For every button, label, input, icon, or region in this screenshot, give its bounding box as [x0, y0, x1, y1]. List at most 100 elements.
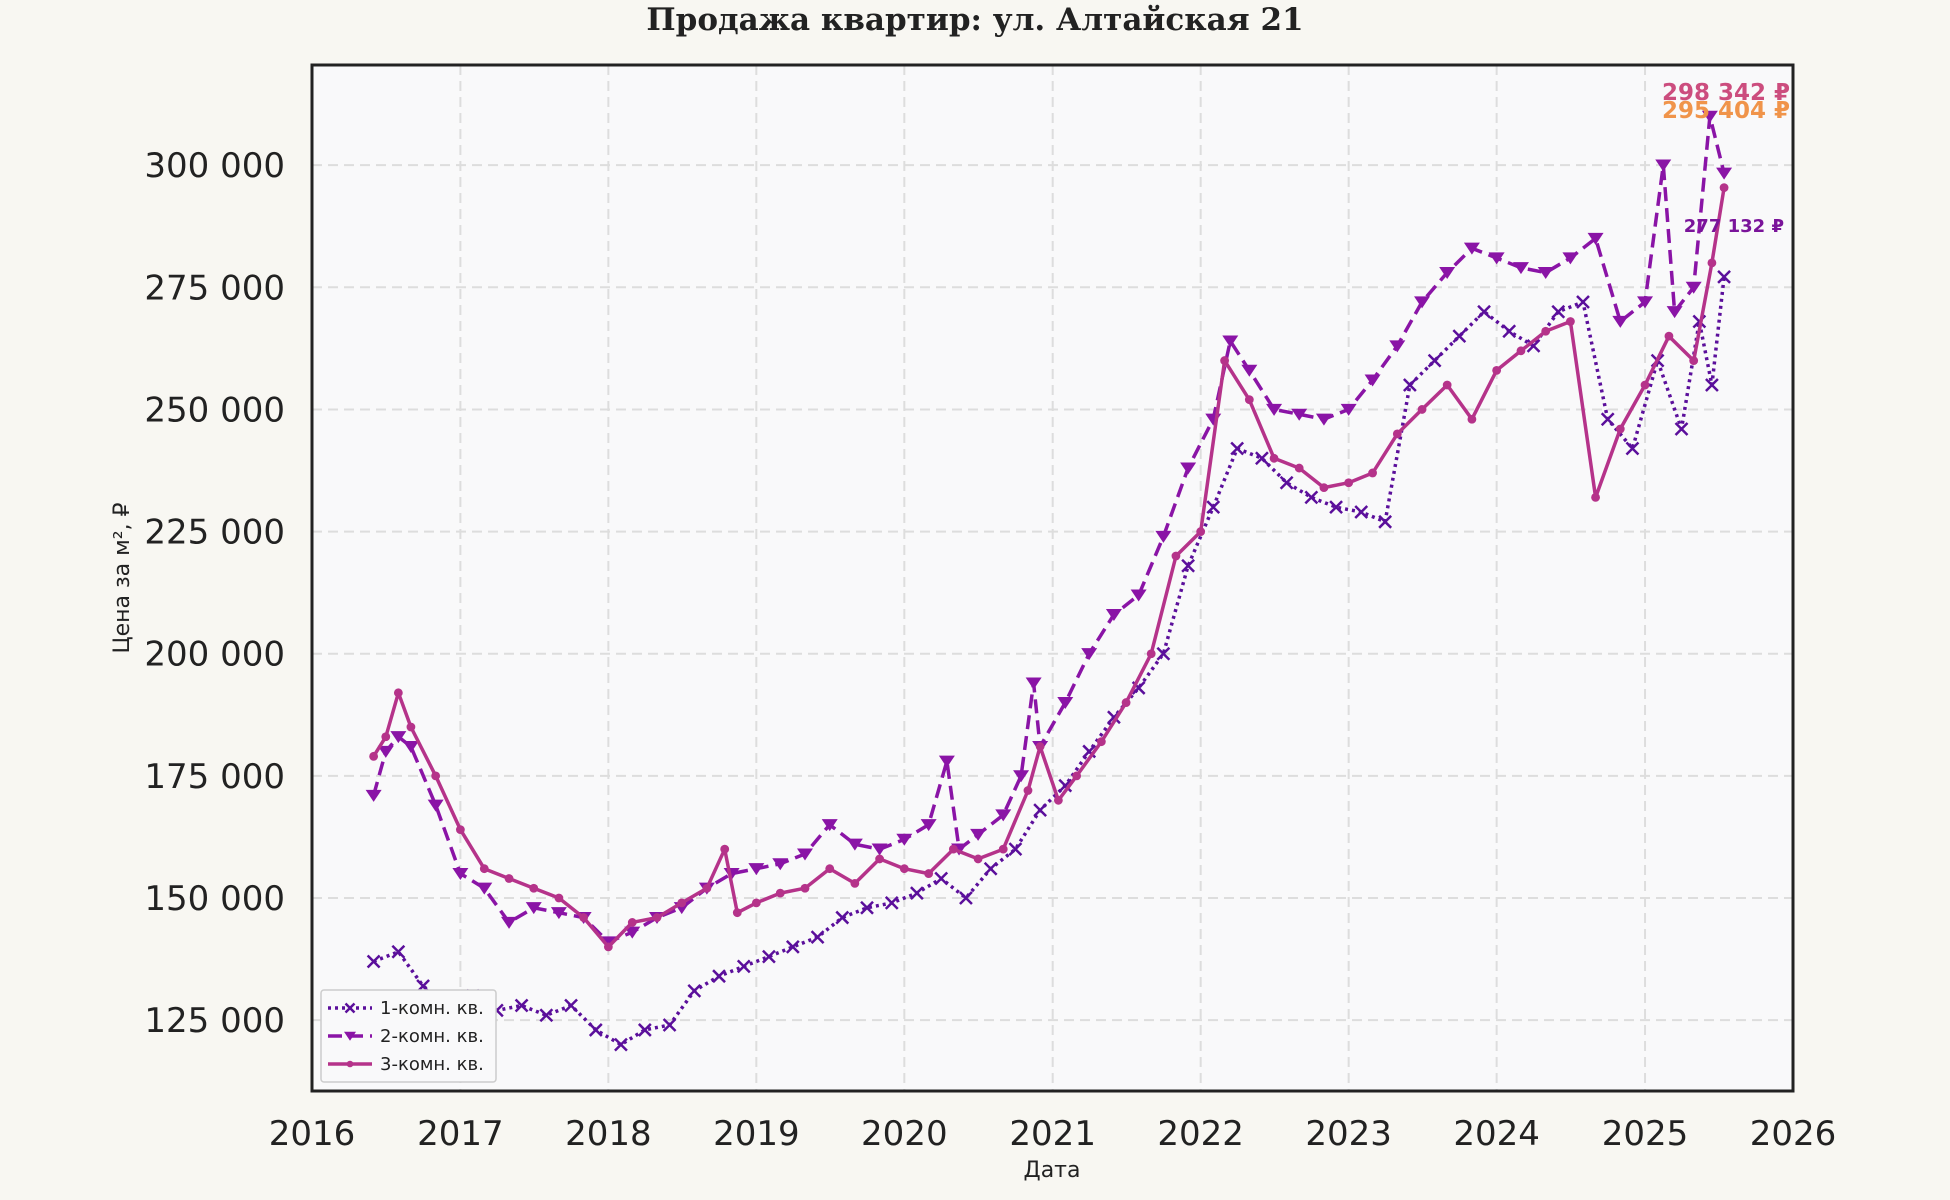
- data-point: [1477, 304, 1491, 319]
- data-point: [1033, 803, 1048, 817]
- data-point: [1442, 380, 1452, 390]
- end-labels: 277 132 ₽ 298 342 ₽295 404 ₽: [1662, 80, 1790, 237]
- data-point: [938, 755, 955, 768]
- data-point: [452, 867, 469, 880]
- data-point: [846, 838, 863, 851]
- chart-title: Продажа квартир: ул. Алтайская 21: [646, 2, 1303, 38]
- y-tick-label: 150 000: [144, 879, 285, 919]
- data-point: [1181, 558, 1195, 573]
- data-point: [875, 854, 884, 864]
- data-point: [1640, 380, 1650, 390]
- data-point: [1025, 677, 1042, 690]
- data-point: [1378, 514, 1393, 529]
- data-point: [1058, 778, 1073, 793]
- data-point: [785, 939, 800, 954]
- data-point: [1719, 183, 1729, 193]
- legend-label: 1-комн. кв.: [380, 998, 484, 1019]
- data-point: [390, 731, 407, 744]
- end-value-label: 298 342 ₽: [1662, 80, 1790, 106]
- end-value-label: 277 132 ₽: [1684, 216, 1784, 237]
- data-point: [1551, 304, 1566, 319]
- y-tick-label: 225 000: [144, 513, 285, 553]
- data-point: [1072, 771, 1082, 781]
- data-point: [1344, 478, 1354, 488]
- data-point: [1674, 422, 1689, 436]
- data-point: [1255, 451, 1269, 466]
- x-tick-label: 2022: [1157, 1114, 1244, 1154]
- data-point: [924, 869, 934, 878]
- data-point: [402, 740, 419, 753]
- data-point: [732, 908, 742, 918]
- data-point: [614, 1037, 628, 1052]
- data-point: [1130, 589, 1147, 602]
- y-axis-label: Цена за м², ₽: [110, 502, 135, 653]
- data-point: [344, 1031, 356, 1041]
- data-point: [884, 896, 899, 910]
- data-point: [624, 926, 641, 939]
- data-point: [948, 844, 958, 854]
- data-point: [1220, 356, 1230, 365]
- data-point: [1439, 267, 1456, 280]
- data-point: [539, 1008, 554, 1023]
- data-point: [1625, 441, 1640, 456]
- plot-frame: [310, 63, 1795, 1093]
- data-point: [720, 844, 730, 854]
- data-point: [1512, 262, 1529, 275]
- data-point: [1354, 505, 1369, 519]
- data-point: [1537, 267, 1554, 280]
- data-point: [1615, 424, 1625, 434]
- data-point: [821, 819, 838, 832]
- data-point: [1566, 317, 1575, 326]
- data-point: [970, 828, 987, 841]
- data-point: [1717, 270, 1731, 284]
- data-point: [1304, 490, 1319, 505]
- legend-item: 2-комн. кв.: [328, 1026, 484, 1047]
- data-point: [550, 907, 567, 920]
- x-tick-label: 2016: [269, 1114, 356, 1154]
- data-point: [1685, 281, 1702, 294]
- data-point: [1269, 453, 1279, 463]
- data-point: [365, 789, 382, 802]
- data-point: [1591, 492, 1600, 502]
- data-point: [1294, 463, 1304, 473]
- data-point: [1096, 737, 1106, 747]
- x-axis-label: Дата: [1024, 1158, 1081, 1183]
- end-value-label: 295 404 ₽: [1662, 98, 1790, 124]
- data-point: [381, 732, 391, 742]
- data-point: [1196, 527, 1206, 536]
- data-point: [525, 902, 542, 915]
- y-tick-label: 275 000: [144, 268, 285, 308]
- data-point: [1329, 500, 1343, 515]
- y-tick-label: 200 000: [144, 635, 285, 675]
- data-point: [1452, 329, 1467, 344]
- data-point: [344, 1002, 356, 1014]
- data-point: [1340, 403, 1357, 416]
- data-point: [1035, 742, 1045, 751]
- data-point: [1655, 159, 1672, 172]
- data-point: [687, 983, 702, 998]
- x-tick-label: 2024: [1453, 1114, 1540, 1154]
- data-point: [1244, 395, 1254, 405]
- x-tick-label: 2017: [417, 1114, 504, 1154]
- y-tick-label: 250 000: [144, 390, 285, 430]
- data-point: [603, 942, 613, 952]
- data-point: [479, 864, 489, 874]
- data-point: [1666, 306, 1683, 319]
- data-point: [751, 898, 761, 908]
- data-point: [934, 871, 949, 886]
- data-point: [600, 936, 617, 949]
- data-point: [1013, 770, 1030, 783]
- x-tick-label: 2025: [1602, 1114, 1689, 1154]
- data-point: [1427, 353, 1442, 368]
- legend-item: 1-комн. кв.: [328, 998, 484, 1019]
- data-point: [995, 809, 1012, 822]
- data-point: [835, 910, 850, 925]
- data-point: [377, 745, 394, 758]
- x-tick-label: 2019: [713, 1114, 800, 1154]
- legend-label: 3-комн. кв.: [380, 1054, 484, 1075]
- data-point: [748, 863, 765, 876]
- data-point: [1562, 252, 1579, 265]
- data-point: [1023, 786, 1033, 795]
- data-point: [1716, 167, 1733, 180]
- data-point: [910, 886, 924, 901]
